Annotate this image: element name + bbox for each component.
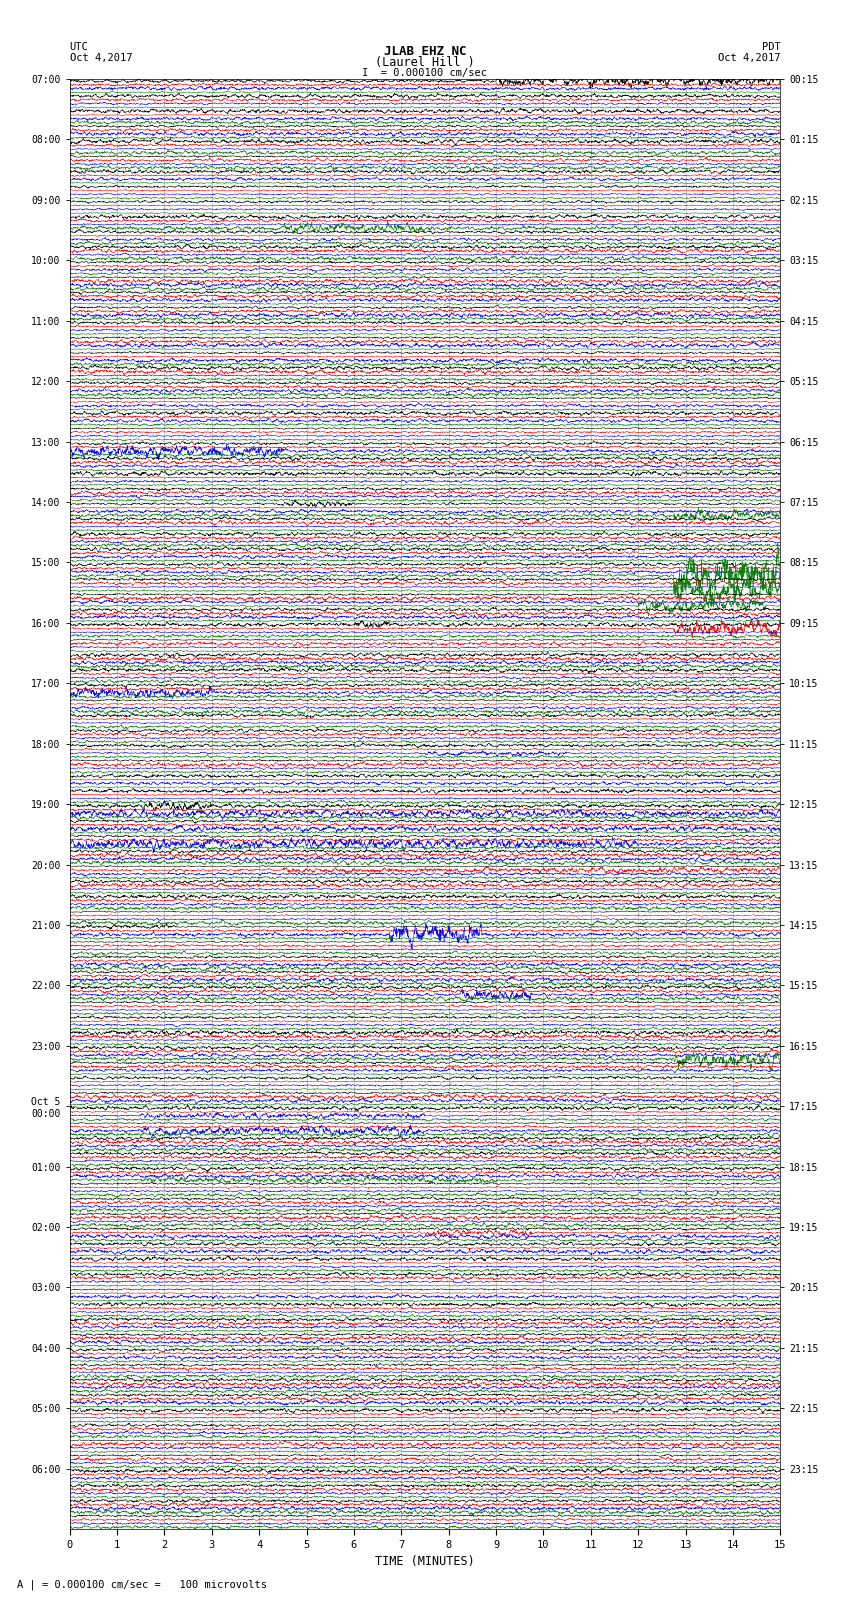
Text: A | = 0.000100 cm/sec =   100 microvolts: A | = 0.000100 cm/sec = 100 microvolts: [17, 1579, 267, 1590]
X-axis label: TIME (MINUTES): TIME (MINUTES): [375, 1555, 475, 1568]
Text: UTC: UTC: [70, 42, 88, 52]
Text: (Laurel Hill ): (Laurel Hill ): [375, 56, 475, 69]
Text: Oct 4,2017: Oct 4,2017: [717, 53, 780, 63]
Text: JLAB EHZ NC: JLAB EHZ NC: [383, 45, 467, 58]
Text: PDT: PDT: [762, 42, 780, 52]
Text: Oct 4,2017: Oct 4,2017: [70, 53, 133, 63]
Text: I  = 0.000100 cm/sec: I = 0.000100 cm/sec: [362, 68, 488, 77]
